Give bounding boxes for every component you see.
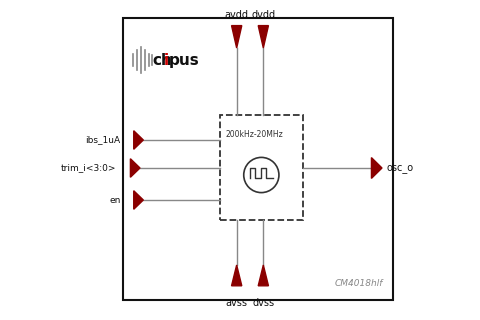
Text: 200kHz-20MHz: 200kHz-20MHz <box>225 130 283 139</box>
Polygon shape <box>258 265 268 286</box>
Text: osc_o: osc_o <box>387 163 414 173</box>
Text: en: en <box>110 196 121 204</box>
Bar <box>123 18 393 300</box>
Polygon shape <box>231 26 242 48</box>
Polygon shape <box>131 159 140 177</box>
Polygon shape <box>258 26 268 48</box>
Text: pus: pus <box>168 52 199 68</box>
Polygon shape <box>134 131 144 149</box>
Bar <box>220 115 303 220</box>
Polygon shape <box>372 158 382 179</box>
Text: ch: ch <box>152 52 172 68</box>
Polygon shape <box>231 265 242 286</box>
Text: trim_i<3:0>: trim_i<3:0> <box>61 164 117 172</box>
Text: dvss: dvss <box>252 298 275 308</box>
Text: CM4018hlf: CM4018hlf <box>335 279 384 288</box>
Text: avss: avss <box>226 298 248 308</box>
Text: i: i <box>164 52 169 68</box>
Text: avdd: avdd <box>225 10 249 20</box>
Text: dvdd: dvdd <box>251 10 276 20</box>
Text: ibs_1uA: ibs_1uA <box>85 135 120 145</box>
Circle shape <box>244 157 279 193</box>
Polygon shape <box>134 191 144 209</box>
